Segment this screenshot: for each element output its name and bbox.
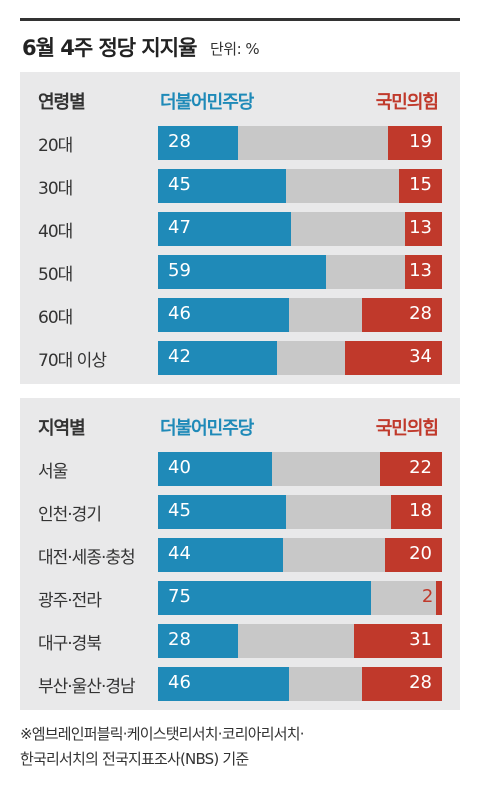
bar-ppp	[405, 255, 442, 289]
bar-row: 대구·경북 28 31	[20, 624, 460, 658]
bar-row: 70대 이상 42 34	[20, 341, 460, 375]
bar-ppp	[388, 126, 442, 160]
bar-track: 40 22	[158, 452, 442, 486]
category-label: 60대	[38, 308, 73, 328]
footnote-line-2: 한국리서치의 전국지표조사(NBS) 기준	[20, 750, 249, 768]
bar-dem	[158, 212, 292, 246]
bar-dem	[158, 255, 326, 289]
age-legend-dem: 더불어민주당	[160, 92, 254, 113]
bar-dem	[158, 452, 272, 486]
value-label-dem: 59	[168, 260, 191, 281]
bar-dem	[158, 624, 238, 658]
chart-title: 6월 4주 정당 지지율	[22, 36, 197, 60]
bar-track: 28 31	[158, 624, 442, 658]
age-panel: 연령별 더불어민주당 국민의힘 20대 28 19 30대 45 15 40대 47 13 50대…	[20, 72, 460, 384]
bar-row: 50대 59 13	[20, 255, 460, 289]
top-rule	[20, 18, 460, 21]
bar-row: 서울 40 22	[20, 452, 460, 486]
bar-dem	[158, 169, 286, 203]
bar-track: 47 13	[158, 212, 442, 246]
footnote: ※엠브레인퍼블릭·케이스탯리서치·코리아리서치· 한국리서치의 전국지표조사(N…	[20, 722, 460, 772]
category-label: 40대	[38, 222, 73, 242]
category-label: 30대	[38, 179, 73, 199]
value-label-ppp: 19	[409, 131, 432, 152]
region-panel-header: 지역별	[38, 418, 86, 439]
bar-dem	[158, 126, 238, 160]
value-label-dem: 45	[168, 500, 191, 521]
bar-track: 44 20	[158, 538, 442, 572]
category-label: 대전·세종·충청	[38, 548, 136, 568]
bar-ppp	[353, 624, 442, 658]
bar-dem	[158, 667, 289, 701]
value-label-dem: 40	[168, 457, 191, 478]
category-label: 70대 이상	[38, 351, 107, 371]
bar-ppp	[362, 298, 442, 332]
bar-ppp	[390, 495, 442, 529]
bar-track: 45 15	[158, 169, 442, 203]
bar-row: 60대 46 28	[20, 298, 460, 332]
bar-ppp	[405, 212, 442, 246]
age-legend-ppp: 국민의힘	[375, 92, 439, 113]
bar-track: 42 34	[158, 341, 442, 375]
age-panel-header: 연령별	[38, 92, 86, 113]
bar-track: 28 19	[158, 126, 442, 160]
value-label-dem: 75	[168, 586, 191, 607]
value-label-ppp: 28	[409, 672, 432, 693]
value-label-dem: 42	[168, 346, 191, 367]
bar-dem	[158, 495, 286, 529]
bar-row: 광주·전라 75 2	[20, 581, 460, 615]
value-label-ppp: 18	[409, 500, 432, 521]
bar-row: 인천·경기 45 18	[20, 495, 460, 529]
bar-ppp	[345, 341, 442, 375]
bar-track: 46 28	[158, 298, 442, 332]
bar-ppp	[385, 538, 442, 572]
bar-row: 40대 47 13	[20, 212, 460, 246]
value-label-ppp: 20	[409, 543, 432, 564]
category-label: 서울	[38, 462, 68, 482]
category-label: 인천·경기	[38, 505, 102, 525]
value-label-dem: 28	[168, 131, 191, 152]
region-legend-dem: 더불어민주당	[160, 418, 254, 439]
value-label-dem: 28	[168, 629, 191, 650]
value-label-ppp: 15	[409, 174, 432, 195]
bar-track: 46 28	[158, 667, 442, 701]
value-label-dem: 46	[168, 672, 191, 693]
value-label-dem: 44	[168, 543, 191, 564]
value-label-ppp: 28	[409, 303, 432, 324]
category-label: 부산·울산·경남	[38, 677, 136, 697]
category-label: 20대	[38, 136, 73, 156]
category-label: 광주·전라	[38, 591, 102, 611]
bar-track: 45 18	[158, 495, 442, 529]
bar-ppp	[399, 169, 442, 203]
value-label-dem: 46	[168, 303, 191, 324]
bar-dem	[158, 298, 289, 332]
bar-row: 부산·울산·경남 46 28	[20, 667, 460, 701]
value-label-ppp: 34	[409, 346, 432, 367]
value-label-dem: 45	[168, 174, 191, 195]
bar-row: 대전·세종·충청 44 20	[20, 538, 460, 572]
category-label: 50대	[38, 265, 73, 285]
value-label-ppp: 2	[421, 586, 434, 607]
region-legend-ppp: 국민의힘	[375, 418, 439, 439]
value-label-dem: 47	[168, 217, 191, 238]
category-label: 대구·경북	[38, 634, 102, 654]
value-label-ppp: 31	[409, 629, 432, 650]
bar-ppp	[362, 667, 442, 701]
bar-ppp	[436, 581, 442, 615]
bar-track: 59 13	[158, 255, 442, 289]
unit-label: 단위: %	[210, 40, 260, 58]
bar-dem	[158, 538, 283, 572]
value-label-ppp: 13	[409, 217, 432, 238]
bar-dem	[158, 581, 371, 615]
bar-track: 75 2	[158, 581, 442, 615]
region-panel: 지역별 더불어민주당 국민의힘 서울 40 22 인천·경기 45 18 대전·세종·충청 4…	[20, 398, 460, 710]
bar-row: 30대 45 15	[20, 169, 460, 203]
value-label-ppp: 13	[409, 260, 432, 281]
bar-dem	[158, 341, 278, 375]
footnote-line-1: ※엠브레인퍼블릭·케이스탯리서치·코리아리서치·	[20, 725, 304, 743]
bar-row: 20대 28 19	[20, 126, 460, 160]
bar-ppp	[379, 452, 442, 486]
value-label-ppp: 22	[409, 457, 432, 478]
